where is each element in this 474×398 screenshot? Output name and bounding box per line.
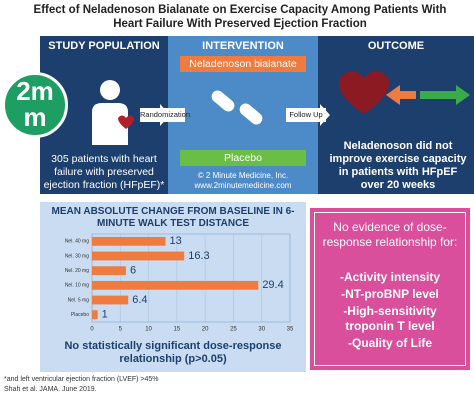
plot-frame bbox=[91, 233, 291, 323]
chart: 0 5 10 15 20 25 30 35 Nel. 40 mg 13 Nel. 30 mg 16.3… bbox=[65, 233, 294, 333]
x-tick-label: 0 bbox=[90, 327, 94, 333]
dose-item: -NT-proBNP level bbox=[341, 287, 439, 301]
bar bbox=[92, 295, 129, 305]
y-tick-label: Nel. 30 mg bbox=[65, 253, 89, 259]
randomization-label: Randomization bbox=[140, 108, 190, 122]
y-tick-label: Nel. 20 mg bbox=[65, 268, 89, 274]
value-label: 13 bbox=[170, 235, 182, 247]
dose-border bbox=[314, 212, 466, 366]
pill bbox=[211, 90, 235, 112]
bar bbox=[92, 251, 185, 261]
x-tick-label: 25 bbox=[230, 327, 237, 333]
x-tick-label: 30 bbox=[258, 327, 265, 333]
dose-item: -Quality of Life bbox=[348, 336, 432, 350]
placebo-box: Placebo bbox=[180, 150, 306, 166]
logo: 2m m bbox=[2, 72, 68, 138]
arrow-left bbox=[386, 85, 416, 105]
drug-box: Neladenoson bialanate bbox=[180, 56, 306, 72]
heart bbox=[118, 115, 134, 129]
logo-text: m bbox=[23, 102, 47, 132]
x-tick-label: 20 bbox=[202, 327, 209, 333]
value-label: 1 bbox=[102, 309, 108, 321]
copyright: © 2 Minute Medicine, Inc. bbox=[197, 171, 289, 180]
follow-up-label: Follow Up bbox=[286, 108, 326, 122]
dose-item: -High-sensitivity troponin T level bbox=[343, 304, 437, 333]
logo-text: 2m bbox=[16, 76, 54, 106]
dose-heading: No evidence of dose-response relationshi… bbox=[322, 220, 458, 249]
footnote: Shah et al. JAMA. June 2019. bbox=[4, 386, 97, 393]
heading: INTERVENTION bbox=[202, 40, 284, 52]
url: www.2minutemedicine.com bbox=[194, 181, 292, 190]
value-label: 29.4 bbox=[262, 279, 283, 291]
x-tick-label: 35 bbox=[287, 327, 294, 333]
footnote: *and left ventricular ejection fraction … bbox=[4, 376, 159, 383]
bar bbox=[92, 310, 98, 320]
dose-item: -Activity intensity bbox=[339, 270, 441, 284]
study-text: 305 patients with heart failure with pre… bbox=[43, 153, 165, 191]
pill bbox=[239, 103, 263, 125]
chart-note: No statistically significant dose-respon… bbox=[64, 340, 282, 365]
dose-box: No evidence of dose-response relationshi… bbox=[310, 208, 470, 370]
outcome-text: Neladenoson did not improve exercise cap… bbox=[329, 140, 467, 191]
bar bbox=[92, 280, 259, 290]
bar bbox=[92, 236, 166, 246]
person-body bbox=[92, 103, 128, 145]
heading: OUTCOME bbox=[367, 40, 425, 52]
person-head bbox=[100, 80, 120, 100]
title: Effect of Neladenoson Bialanate on Exerc… bbox=[33, 4, 447, 30]
y-tick-label: Placebo bbox=[71, 312, 89, 318]
dose-items: -Activity intensity -NT-proBNP level -High… bbox=[318, 270, 462, 353]
x-tick-label: 10 bbox=[145, 327, 152, 333]
arrow-right bbox=[420, 85, 470, 105]
value-label: 16.3 bbox=[188, 250, 209, 262]
bar bbox=[92, 266, 126, 276]
x-tick-label: 15 bbox=[174, 327, 181, 333]
outcome-heart bbox=[339, 71, 389, 114]
x-tick-label: 5 bbox=[119, 327, 123, 333]
value-label: 6.4 bbox=[132, 294, 147, 306]
y-tick-label: Nel. 40 mg bbox=[65, 239, 89, 245]
value-label: 6 bbox=[130, 265, 136, 277]
y-tick-label: Nel. 10 mg bbox=[65, 283, 89, 289]
chart-title: MEAN ABSOLUTE CHANGE FROM BASELINE IN 6-… bbox=[51, 206, 295, 229]
heading: STUDY POPULATION bbox=[48, 40, 160, 52]
y-tick-label: Nel. 5 mg bbox=[68, 297, 90, 303]
